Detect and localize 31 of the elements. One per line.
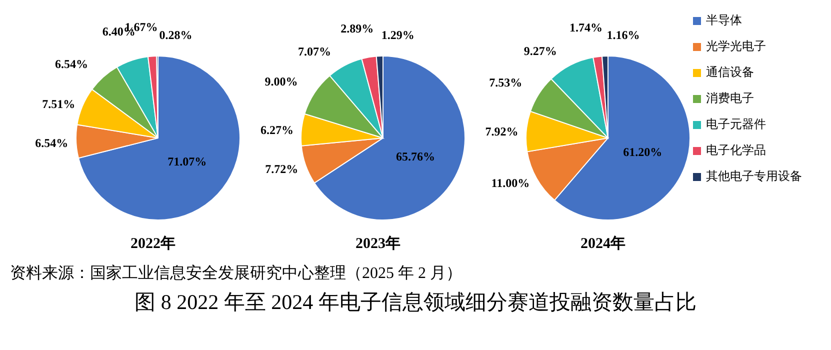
data-label: 6.54% <box>54 56 88 71</box>
text: 资料来源：国家工业信息安全发展研究中心整理（2025 年 2 月） <box>9 264 463 284</box>
data-label: 2.89% <box>340 21 374 36</box>
data-label: 71.07% <box>168 154 207 169</box>
data-label: 7.53% <box>489 76 522 90</box>
data-label: 1.16% <box>606 28 640 42</box>
text: 2022年 <box>130 234 176 253</box>
caption: 图 8 2022 年至 2024 年电子信息领域细分赛道投融资数量占比 <box>134 289 698 316</box>
legend-label: 半导体 <box>706 12 742 29</box>
data-label: 1.74% <box>570 20 603 35</box>
data-label: 65.76% <box>396 150 435 164</box>
legend-label: 电子元器件 <box>706 116 766 133</box>
data-label: 9.00% <box>264 74 298 89</box>
data-label: 61.20% <box>623 144 662 159</box>
legend-label: 电子化学品 <box>706 142 766 159</box>
text: 2024年 <box>580 234 626 253</box>
data-label: 0.28% <box>159 28 192 42</box>
data-label: 7.92% <box>485 124 518 139</box>
data-label: 1.29% <box>381 28 414 42</box>
legend-label: 光学光电子 <box>706 38 766 55</box>
legend-label: 通信设备 <box>706 64 754 81</box>
data-label: 9.27% <box>524 44 557 58</box>
data-label: 7.51% <box>42 97 76 111</box>
text: 2023年 <box>354 234 402 253</box>
data-label: 11.00% <box>491 176 530 190</box>
data-label: 7.07% <box>298 44 332 58</box>
data-label: 7.72% <box>265 162 298 176</box>
legend-label: 消费电子 <box>706 90 754 107</box>
data-label: 6.27% <box>260 122 294 137</box>
legend-label: 其他电子专用设备 <box>706 168 802 185</box>
data-label: 6.54% <box>35 136 68 150</box>
